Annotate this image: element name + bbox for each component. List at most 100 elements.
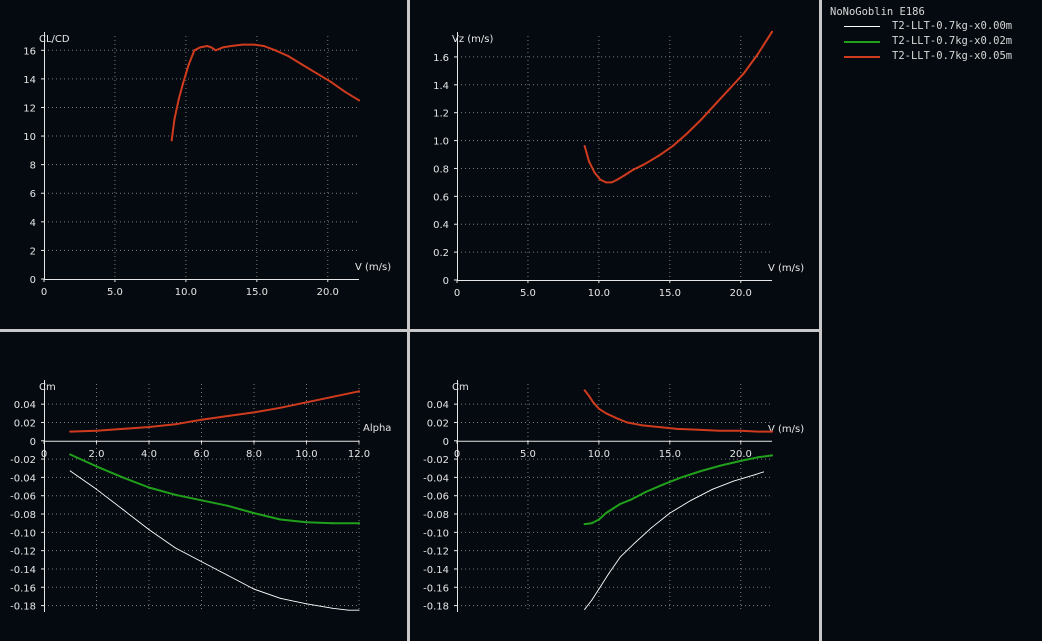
y-tick-label: -0.18 xyxy=(423,602,449,613)
panel-separator-legend xyxy=(819,0,822,641)
x-tick-label: 12.0 xyxy=(348,449,370,460)
x-tick-label: 20.0 xyxy=(730,449,752,460)
data-point xyxy=(348,609,349,611)
data-point xyxy=(279,597,281,599)
x-tick-label: 10.0 xyxy=(175,287,197,298)
data-point xyxy=(206,45,209,48)
data-point xyxy=(199,46,202,49)
y-tick-label: 0.2 xyxy=(433,248,449,259)
data-point xyxy=(700,118,703,121)
data-point xyxy=(643,163,646,166)
y-tick-label: 1.0 xyxy=(433,137,449,148)
data-point xyxy=(593,171,596,174)
data-point xyxy=(329,80,332,83)
y-tick-label: 10 xyxy=(23,132,36,143)
data-point xyxy=(650,527,652,529)
data-point xyxy=(763,471,764,473)
y-tick-label: 12 xyxy=(23,103,36,114)
data-point xyxy=(604,181,607,184)
data-point xyxy=(612,507,615,510)
data-point xyxy=(756,430,759,433)
y-tick-label: -0.14 xyxy=(10,565,36,576)
data-point xyxy=(230,45,233,48)
data-point xyxy=(121,476,124,479)
data-point xyxy=(187,63,190,66)
data-point xyxy=(305,521,308,524)
data-point xyxy=(174,493,177,496)
data-point xyxy=(177,97,180,100)
data-point xyxy=(587,160,590,163)
legend-label: T2-LLT-0.7kg-x0.00m xyxy=(892,20,1013,32)
x-axis-title: V (m/s) xyxy=(768,424,804,435)
legend: NoNoGoblin E186 T2-LLT-0.7kg-x0.00m T2-L… xyxy=(830,5,1040,64)
y-tick-label: 0.02 xyxy=(14,418,36,429)
y-tick-label: 2 xyxy=(30,246,36,257)
data-point xyxy=(733,480,735,482)
y-tick-label: 4 xyxy=(30,218,36,229)
data-point xyxy=(148,486,150,489)
data-point xyxy=(697,428,700,431)
y-tick-label: -0.06 xyxy=(423,492,449,503)
data-point xyxy=(253,512,255,515)
data-point xyxy=(279,406,282,409)
data-point xyxy=(739,459,742,462)
data-point xyxy=(584,608,586,610)
x-tick-label: 10.0 xyxy=(588,449,610,460)
x-tick-label: 10.0 xyxy=(588,288,610,299)
data-point xyxy=(598,588,600,590)
data-point xyxy=(631,168,634,171)
series-line-21a01c xyxy=(69,453,360,525)
y-tick-label: 0 xyxy=(30,437,36,448)
x-tick-label: 6.0 xyxy=(194,449,210,460)
y-tick-label: 0 xyxy=(30,275,36,286)
x-tick-label: 0 xyxy=(454,288,460,299)
data-point xyxy=(756,53,759,56)
data-point xyxy=(771,454,773,457)
data-point xyxy=(301,63,304,66)
data-point xyxy=(241,43,244,46)
data-point xyxy=(685,132,688,135)
data-point xyxy=(182,82,185,85)
x-tick-label: 15.0 xyxy=(659,449,681,460)
data-point xyxy=(201,561,202,563)
data-point xyxy=(583,523,586,526)
data-point xyxy=(262,45,265,48)
y-tick-label: 0.04 xyxy=(427,400,449,411)
y-tick-label: -0.06 xyxy=(10,492,36,503)
data-point xyxy=(623,174,626,177)
x-tick-label: 20.0 xyxy=(317,287,339,298)
data-point xyxy=(148,529,150,531)
data-point xyxy=(587,394,590,397)
data-point xyxy=(332,607,334,609)
data-point xyxy=(226,415,229,418)
y-tick-label: -0.02 xyxy=(10,455,36,466)
data-point xyxy=(711,488,713,490)
data-point xyxy=(754,474,756,476)
x-tick-label: 4.0 xyxy=(141,449,157,460)
data-point xyxy=(583,389,586,392)
y-tick-label: 1.2 xyxy=(433,109,449,120)
data-point xyxy=(583,145,586,148)
data-point xyxy=(315,72,318,75)
data-point xyxy=(253,43,255,46)
data-point xyxy=(343,90,346,93)
x-tick-label: 20.0 xyxy=(730,288,752,299)
data-point xyxy=(95,465,98,468)
data-point xyxy=(95,429,98,432)
legend-swatch-green xyxy=(844,40,880,43)
y-tick-label: 1.4 xyxy=(433,81,449,92)
data-point xyxy=(121,427,124,430)
data-point xyxy=(591,599,593,601)
vz-vs-v-plot: 0 5.0 10.0 15.0 20.0 0 0.2 0.4 0.6 0.8 1.0 1.2 1.4 1.… xyxy=(433,30,804,299)
data-point xyxy=(657,154,660,157)
x-tick-label: 0 xyxy=(454,449,460,460)
legend-item: T2-LLT-0.7kg-x0.02m xyxy=(830,34,1040,49)
y-axis-title: CL/CD xyxy=(39,34,70,45)
data-point xyxy=(608,573,610,574)
y-tick-label: 14 xyxy=(23,75,36,86)
data-point xyxy=(690,499,692,501)
legend-item: T2-LLT-0.7kg-x0.05m xyxy=(830,49,1040,64)
y-tick-label: -0.10 xyxy=(423,528,449,539)
